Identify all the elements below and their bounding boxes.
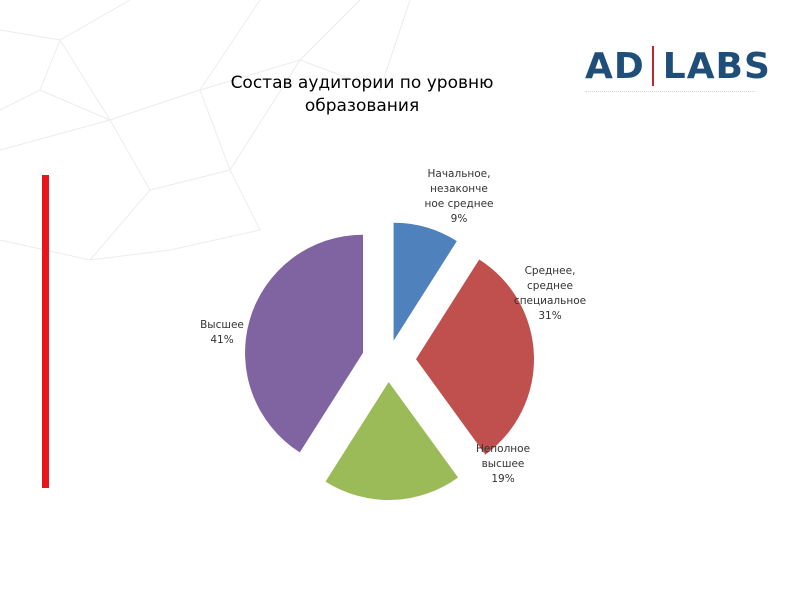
logo-separator [651,46,654,86]
chart-title: Состав аудитории по уровню образования [230,73,494,116]
pie-slice-2 [415,259,534,455]
slice-label-line: высшее [482,458,525,470]
logo-text-ad: AD [585,45,645,87]
slice-label-line: Неполное [476,443,530,455]
slice-label-line: 41% [210,334,233,346]
slice-label-3: Неполное высшее 19% [476,443,530,485]
slice-label-line: Начальное, [428,168,491,180]
logo-underline [585,91,755,93]
logo-text-labs: LABS [662,45,771,87]
slice-label-line: Высшее [200,319,244,331]
pie-slice-1 [393,222,457,341]
slice-label-line: специальное [514,295,586,307]
slice-label-line: Среднее, [525,265,576,277]
slice-label-4: Высшее 41% [200,319,244,346]
slice-label-2: Среднее, среднее специальное 31% [514,265,586,322]
slice-label-line: ное среднее [424,198,493,210]
slice-label-line: незаконче [430,183,488,195]
slice-label-line: 9% [451,213,468,225]
adlabs-logo: AD LABS [585,44,771,88]
accent-bar [42,175,49,488]
pie-slice-4 [245,234,364,453]
pie-slice-3 [325,381,459,500]
slice-label-line: 19% [491,473,514,485]
slice-label-line: среднее [527,280,573,292]
slice-label-1: Начальное, незаконче ное среднее 9% [424,168,493,225]
slice-label-line: 31% [538,310,561,322]
